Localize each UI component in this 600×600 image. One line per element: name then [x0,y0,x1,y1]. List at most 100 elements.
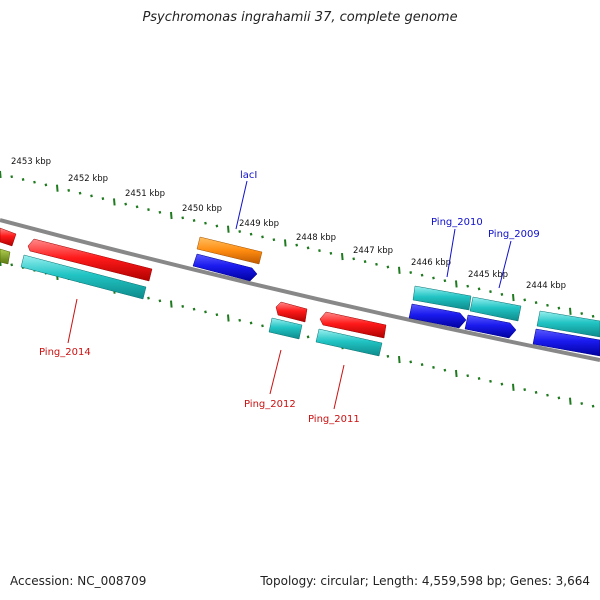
scale-minor-tick [386,265,390,269]
gene-label-ping-2010[interactable]: Ping_2010 [431,217,483,228]
gene-label-ping-2012[interactable]: Ping_2012 [244,399,296,410]
gene-feature-olive[interactable] [0,248,11,265]
gene-label-ping-2011[interactable]: Ping_2011 [308,414,360,425]
leader-line [446,228,456,278]
scale-minor-tick [443,279,447,283]
scale-minor-tick [580,402,584,405]
scale-major-tick [170,211,173,220]
scale-label: 2449 kbp [239,219,279,229]
gene-feature-red[interactable] [27,238,153,282]
scale-minor-tick [409,271,413,274]
scale-minor-tick [489,290,492,294]
gene-feature-teal[interactable] [268,317,303,340]
gene-label-laci[interactable]: lacI [240,170,257,181]
scale-track-upper [0,170,595,318]
scale-major-tick [170,300,173,308]
scale-label: 2452 kbp [68,174,108,184]
scale-major-tick [341,253,344,261]
scale-minor-tick [432,276,435,280]
genome-backbone [0,218,600,362]
gene-feature-blue[interactable] [532,328,600,357]
scale-minor-tick [477,287,481,291]
scale-minor-tick [44,183,48,187]
leader-line [333,364,345,410]
scale-minor-tick [591,314,595,318]
scale-minor-tick [352,257,356,261]
scale-minor-tick [409,360,413,364]
scale-major-tick [0,170,2,179]
scale-minor-tick [215,313,219,317]
scale-minor-tick [318,249,321,253]
gene-label-ping-2014[interactable]: Ping_2014 [39,347,91,358]
scale-minor-tick [546,393,549,397]
scale-minor-tick [363,260,367,264]
scale-minor-tick [181,216,185,220]
scale-major-tick [398,266,401,274]
scale-minor-tick [272,238,276,242]
gene-feature-teal[interactable] [536,310,600,338]
scale-major-tick [569,307,572,315]
scale-minor-tick [124,202,128,206]
scale-major-tick [227,314,230,322]
gene-feature-teal[interactable] [20,254,147,300]
scale-minor-tick [204,310,207,314]
scale-minor-tick [249,232,253,236]
scale-label: 2447 kbp [353,246,393,256]
scale-minor-tick [432,365,435,369]
scale-label: 2451 kbp [125,189,165,199]
scale-minor-tick [261,324,264,328]
scale-minor-tick [67,188,71,192]
gene-feature-orange[interactable] [196,236,263,265]
gene-feature-blue[interactable] [464,314,517,339]
gene-feature-blue[interactable] [192,253,258,282]
scale-label: 2450 kbp [182,204,222,214]
gene-feature-blue[interactable] [408,303,467,329]
scale-minor-tick [147,208,150,212]
gene-features [0,227,600,357]
scale-minor-tick [10,175,14,179]
scale-minor-tick [249,321,253,325]
scale-minor-tick [375,262,378,266]
scale-minor-tick [534,390,538,394]
gene-feature-red[interactable] [319,311,387,339]
gene-feature-red[interactable] [0,227,17,247]
scale-minor-tick [78,191,82,195]
scale-minor-tick [21,178,25,181]
scale-minor-tick [557,306,561,310]
scale-major-tick [455,280,458,288]
scale-major-tick [227,225,230,233]
scale-minor-tick [443,368,447,372]
accession-text: Accession: NC_008709 [10,574,147,588]
scale-minor-tick [192,307,196,311]
scale-minor-tick [306,335,310,339]
gene-label-ping-2009[interactable]: Ping_2009 [488,229,540,240]
scale-minor-tick [523,388,527,392]
scale-label: 2446 kbp [411,258,451,268]
scale-minor-tick [10,263,14,267]
scale-minor-tick [557,396,561,400]
scale-minor-tick [489,379,492,383]
scale-major-tick [284,239,287,247]
scale-major-tick [569,397,572,405]
gene-feature-teal[interactable] [469,296,522,322]
scale-minor-tick [546,303,549,307]
gene-leader-lines [67,180,512,410]
scale-minor-tick [101,197,105,201]
leader-line [269,349,282,395]
leader-line [498,240,512,289]
scale-label: 2448 kbp [296,233,336,243]
gene-feature-teal[interactable] [315,328,383,357]
gene-feature-red[interactable] [275,301,308,323]
scale-minor-tick [215,224,219,228]
gene-labels: lacI Ping_2010 Ping_2009 Ping_2014 Ping_… [39,170,540,425]
scale-label: 2453 kbp [11,157,51,167]
scale-minor-tick [90,194,93,198]
scale-minor-tick [158,299,162,303]
gene-feature-teal[interactable] [412,285,472,311]
genome-summary-text: Topology: circular; Length: 4,559,598 bp… [260,574,590,588]
scale-minor-tick [580,312,584,315]
scale-minor-tick [261,235,264,239]
genome-title: Psychromonas ingrahamii 37, complete gen… [142,10,458,25]
scale-major-tick [113,198,116,206]
